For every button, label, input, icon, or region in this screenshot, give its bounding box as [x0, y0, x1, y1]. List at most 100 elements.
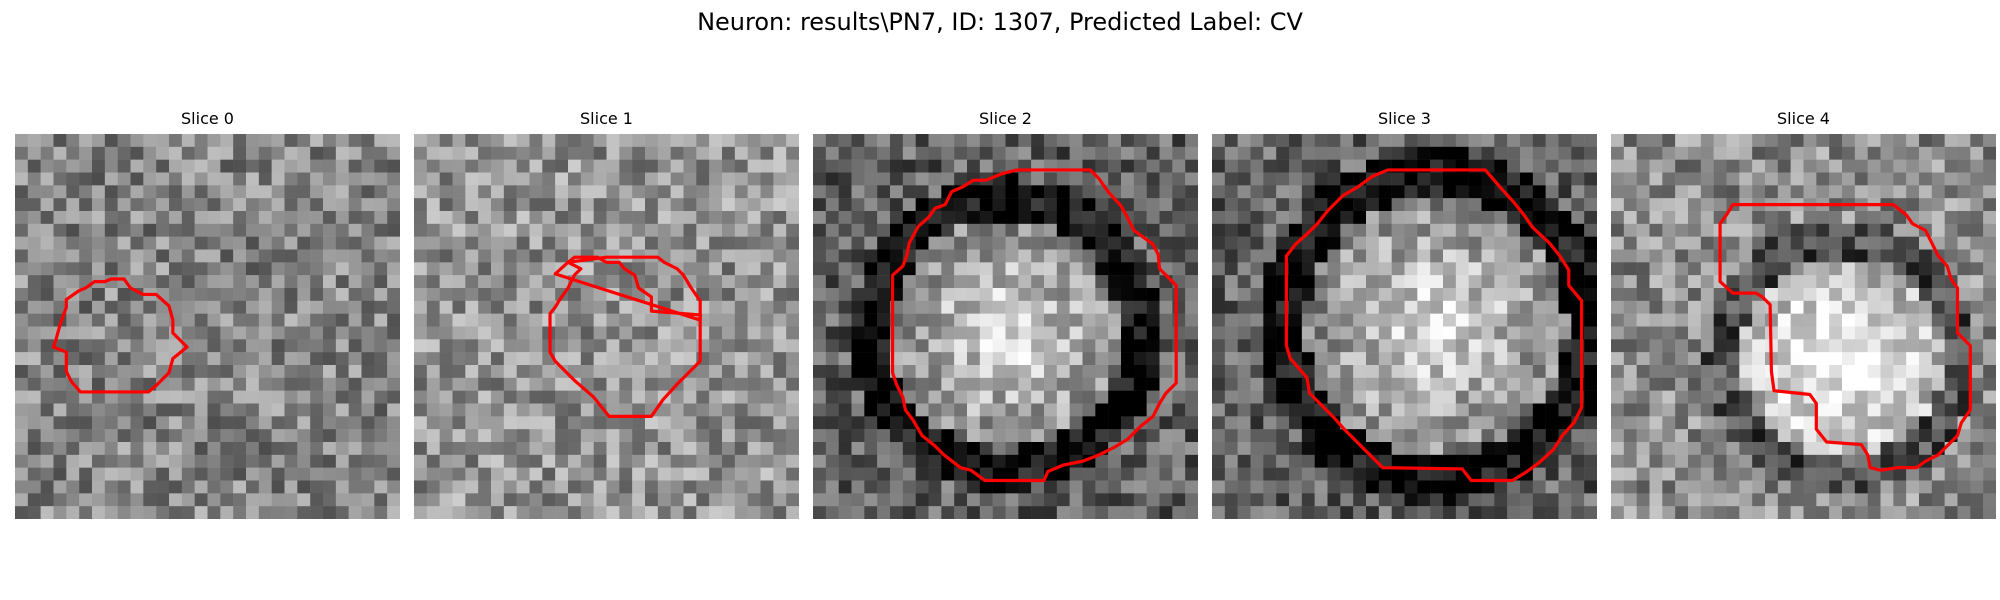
pixel — [1931, 159, 1945, 173]
pixel — [1558, 146, 1572, 160]
pixel — [1970, 339, 1984, 353]
pixel — [1611, 146, 1625, 160]
pixel — [1468, 390, 1482, 404]
pixel — [890, 236, 904, 250]
pixel — [915, 454, 929, 468]
pixel — [1983, 339, 1996, 353]
pixel — [683, 506, 697, 519]
pixel — [143, 262, 157, 276]
pixel — [786, 262, 799, 276]
pixel — [40, 223, 54, 237]
pixel — [1082, 365, 1096, 379]
pixel — [1468, 249, 1482, 263]
pixel — [1611, 249, 1625, 263]
pixel — [632, 326, 646, 340]
pixel — [143, 159, 157, 173]
pixel — [207, 506, 221, 519]
pixel — [1468, 480, 1482, 494]
pixel — [516, 442, 530, 456]
pixel — [1172, 390, 1186, 404]
pixel — [1069, 262, 1083, 276]
pixel — [79, 223, 93, 237]
pixel — [825, 442, 839, 456]
pixel — [478, 390, 492, 404]
pixel — [1340, 262, 1354, 276]
pixel — [760, 467, 774, 481]
pixel — [696, 429, 710, 443]
pixel — [1829, 506, 1843, 519]
pixel — [954, 198, 968, 212]
pixel — [1970, 223, 1984, 237]
pixel — [1289, 275, 1303, 289]
pixel — [92, 300, 106, 314]
pixel — [1212, 454, 1226, 468]
pixel — [645, 377, 659, 391]
pixel — [1854, 172, 1868, 186]
pixel — [1263, 390, 1277, 404]
pixel — [1713, 313, 1727, 327]
pixel — [1919, 506, 1933, 519]
pixel — [465, 288, 479, 302]
pixel — [825, 134, 839, 148]
pixel — [478, 262, 492, 276]
pixel — [593, 377, 607, 391]
pixel — [117, 172, 131, 186]
pixel — [1353, 146, 1367, 160]
pixel — [1675, 365, 1689, 379]
pixel — [992, 390, 1006, 404]
pixel — [1649, 326, 1663, 340]
pixel — [104, 313, 118, 327]
pixel — [284, 416, 298, 430]
pixel — [941, 198, 955, 212]
pixel — [606, 416, 620, 430]
pixel — [387, 403, 400, 417]
pixel — [1713, 134, 1727, 148]
pixel — [747, 313, 761, 327]
pixel — [207, 223, 221, 237]
pixel — [568, 506, 582, 519]
pixel — [1443, 403, 1457, 417]
pixel — [1636, 275, 1650, 289]
pixel — [1816, 249, 1830, 263]
pixel — [915, 416, 929, 430]
pixel — [452, 403, 466, 417]
pixel — [1237, 313, 1251, 327]
pixel — [246, 185, 260, 199]
pixel — [1829, 185, 1843, 199]
pixel — [1430, 339, 1444, 353]
pixel — [335, 262, 349, 276]
pixel — [284, 288, 298, 302]
pixel — [79, 159, 93, 173]
pixel — [1494, 403, 1508, 417]
pixel — [1829, 211, 1843, 225]
pixel — [1584, 300, 1597, 314]
pixel — [670, 339, 684, 353]
pixel — [1391, 313, 1405, 327]
pixel — [760, 211, 774, 225]
pixel — [1931, 172, 1945, 186]
pixel — [1212, 236, 1226, 250]
pixel — [1250, 146, 1264, 160]
pixel — [1146, 493, 1160, 507]
pixel — [1507, 288, 1521, 302]
pixel — [66, 326, 80, 340]
pixel — [1520, 352, 1534, 366]
pixel — [516, 506, 530, 519]
pixel — [297, 300, 311, 314]
pixel — [1931, 390, 1945, 404]
pixel — [1031, 442, 1045, 456]
pixel — [1752, 223, 1766, 237]
pixel — [734, 403, 748, 417]
pixel — [1301, 454, 1315, 468]
pixel — [1378, 134, 1392, 148]
pixel — [374, 134, 388, 148]
pixel — [1893, 223, 1907, 237]
pixel — [284, 275, 298, 289]
pixel — [233, 262, 247, 276]
pixel — [1224, 442, 1238, 456]
pixel — [374, 390, 388, 404]
pixel — [1404, 339, 1418, 353]
pixel — [1520, 172, 1534, 186]
pixel — [1430, 365, 1444, 379]
pixel — [66, 275, 80, 289]
